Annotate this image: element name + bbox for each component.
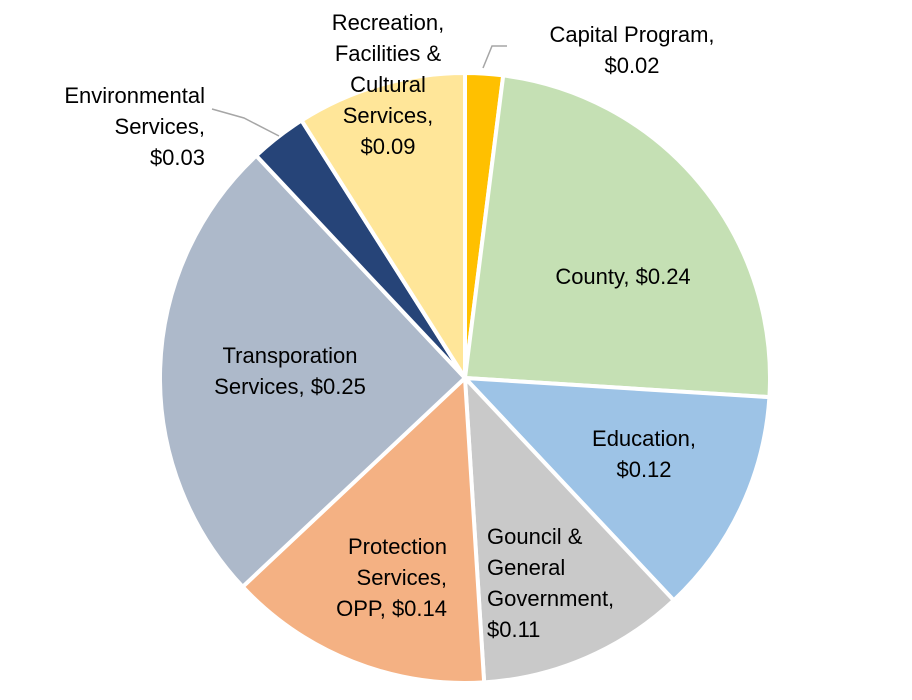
slice-label-line: Environmental (64, 83, 205, 108)
slice-label-0: Capital Program, $0.02 (549, 22, 714, 78)
slice-label-line: Cultural (350, 72, 426, 97)
pie-slice-5 (158, 153, 467, 589)
slice-label-line: $0.03 (150, 145, 205, 170)
slice-label-5: Transporation Services, $0.25 (214, 343, 366, 399)
slice-label-line: Education, (592, 426, 696, 451)
slice-label-7: Recreation, Facilities & Cultural Services,… (332, 10, 445, 159)
slice-label-line: Gouncil & (487, 524, 583, 549)
slice-label-line: Capital Program, (549, 22, 714, 47)
leader-line-6 (211, 108, 280, 137)
slice-label-line: OPP, $0.14 (336, 596, 447, 621)
slice-label-line: General (487, 555, 565, 580)
slice-label-line: $0.11 (487, 617, 540, 642)
slice-label-line: Services, (343, 103, 433, 128)
slice-label-line: Recreation, (332, 10, 445, 35)
slice-label-line: $0.09 (360, 134, 415, 159)
slice-label-1: County, $0.24 (555, 264, 690, 289)
slice-label-line: Services, (357, 565, 447, 590)
slice-label-4: Protection Services, OPP, $0.14 (336, 534, 447, 621)
slice-label-line: Facilities & (335, 41, 442, 66)
slice-label-line: Government, (487, 586, 614, 611)
pie-slice-4 (240, 376, 487, 685)
pie-slice-3 (463, 376, 676, 685)
slice-label-3: Gouncil & General Government, $0.11 (487, 524, 614, 642)
slice-label-line: $0.02 (604, 53, 659, 78)
slice-labels: Capital Program, $0.02 County, $0.24 Educat… (64, 10, 714, 642)
slice-label-line: Services, (115, 114, 205, 139)
pie-slice-1 (463, 73, 772, 400)
slice-label-line: County, $0.24 (555, 264, 690, 289)
leader-lines (211, 45, 507, 137)
slice-label-6: Environmental Services, $0.03 (64, 83, 205, 170)
leader-line-0 (482, 45, 507, 69)
slice-label-line: Protection (348, 534, 447, 559)
pie-slice-2 (463, 376, 772, 603)
slice-label-line: Services, $0.25 (214, 374, 366, 399)
slice-label-2: Education, $0.12 (592, 426, 696, 482)
pie-slice-7 (299, 71, 467, 380)
slice-label-line: Transporation (223, 343, 358, 368)
pie-slices (158, 71, 772, 685)
slice-label-line: $0.12 (616, 457, 671, 482)
